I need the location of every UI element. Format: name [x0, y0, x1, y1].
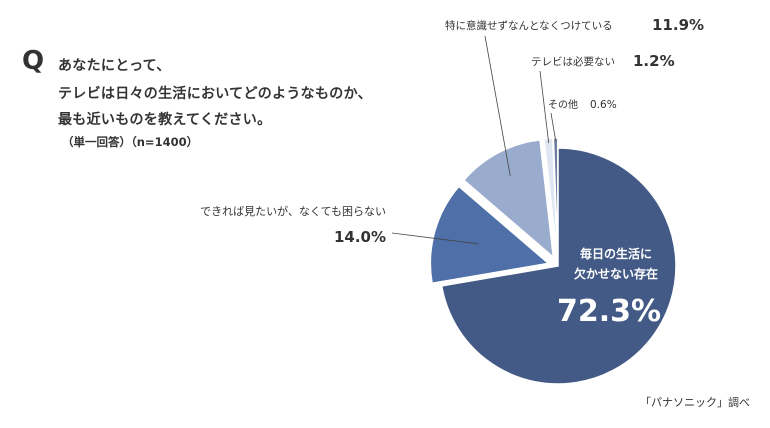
sample-size-note: （n=1400）: [131, 135, 199, 149]
question-mark: Q: [22, 46, 45, 76]
pie-slice-second: [429, 185, 551, 285]
slice-label-third: 特に意識せずなんとなくつけている: [445, 19, 613, 32]
slice-label-main-line2: 欠かせない存在: [574, 266, 658, 281]
slice-value-third: 11.9%: [652, 16, 704, 34]
leader-lines: [391, 35, 557, 245]
slice-label-second: できれば見たいが、なくても困らない: [200, 204, 386, 218]
answer-type-note: （単一回答）: [62, 135, 131, 149]
leader-line-other: [550, 112, 557, 141]
source-note: 「パナソニック」調べ: [640, 396, 750, 409]
slice-value-main: 72.3%: [557, 294, 661, 329]
question-note: （単一回答）（n=1400）: [62, 134, 198, 150]
question-line-2: テレビは日々の生活においてどのようなものか、: [58, 86, 372, 102]
pie-slices: [429, 137, 677, 385]
leader-line-fourth: [539, 70, 550, 144]
pie-slice-main: [440, 147, 677, 385]
slice-value-other: 0.6%: [590, 99, 617, 111]
slice-label-main-line1: 毎日の生活に: [580, 246, 652, 261]
slice-value-fourth: 1.2%: [633, 52, 675, 70]
slice-label-other: その他: [548, 98, 578, 111]
question-line-1: あなたにとって、: [58, 58, 171, 74]
leader-line-second: [391, 232, 478, 245]
pie-slice-third: [462, 139, 555, 259]
question-line-3: 最も近いものを教えてください。: [58, 112, 272, 128]
leader-line-third: [484, 35, 511, 176]
slice-label-fourth: テレビは必要ない: [531, 55, 615, 68]
slice-value-second: 14.0%: [334, 228, 386, 246]
